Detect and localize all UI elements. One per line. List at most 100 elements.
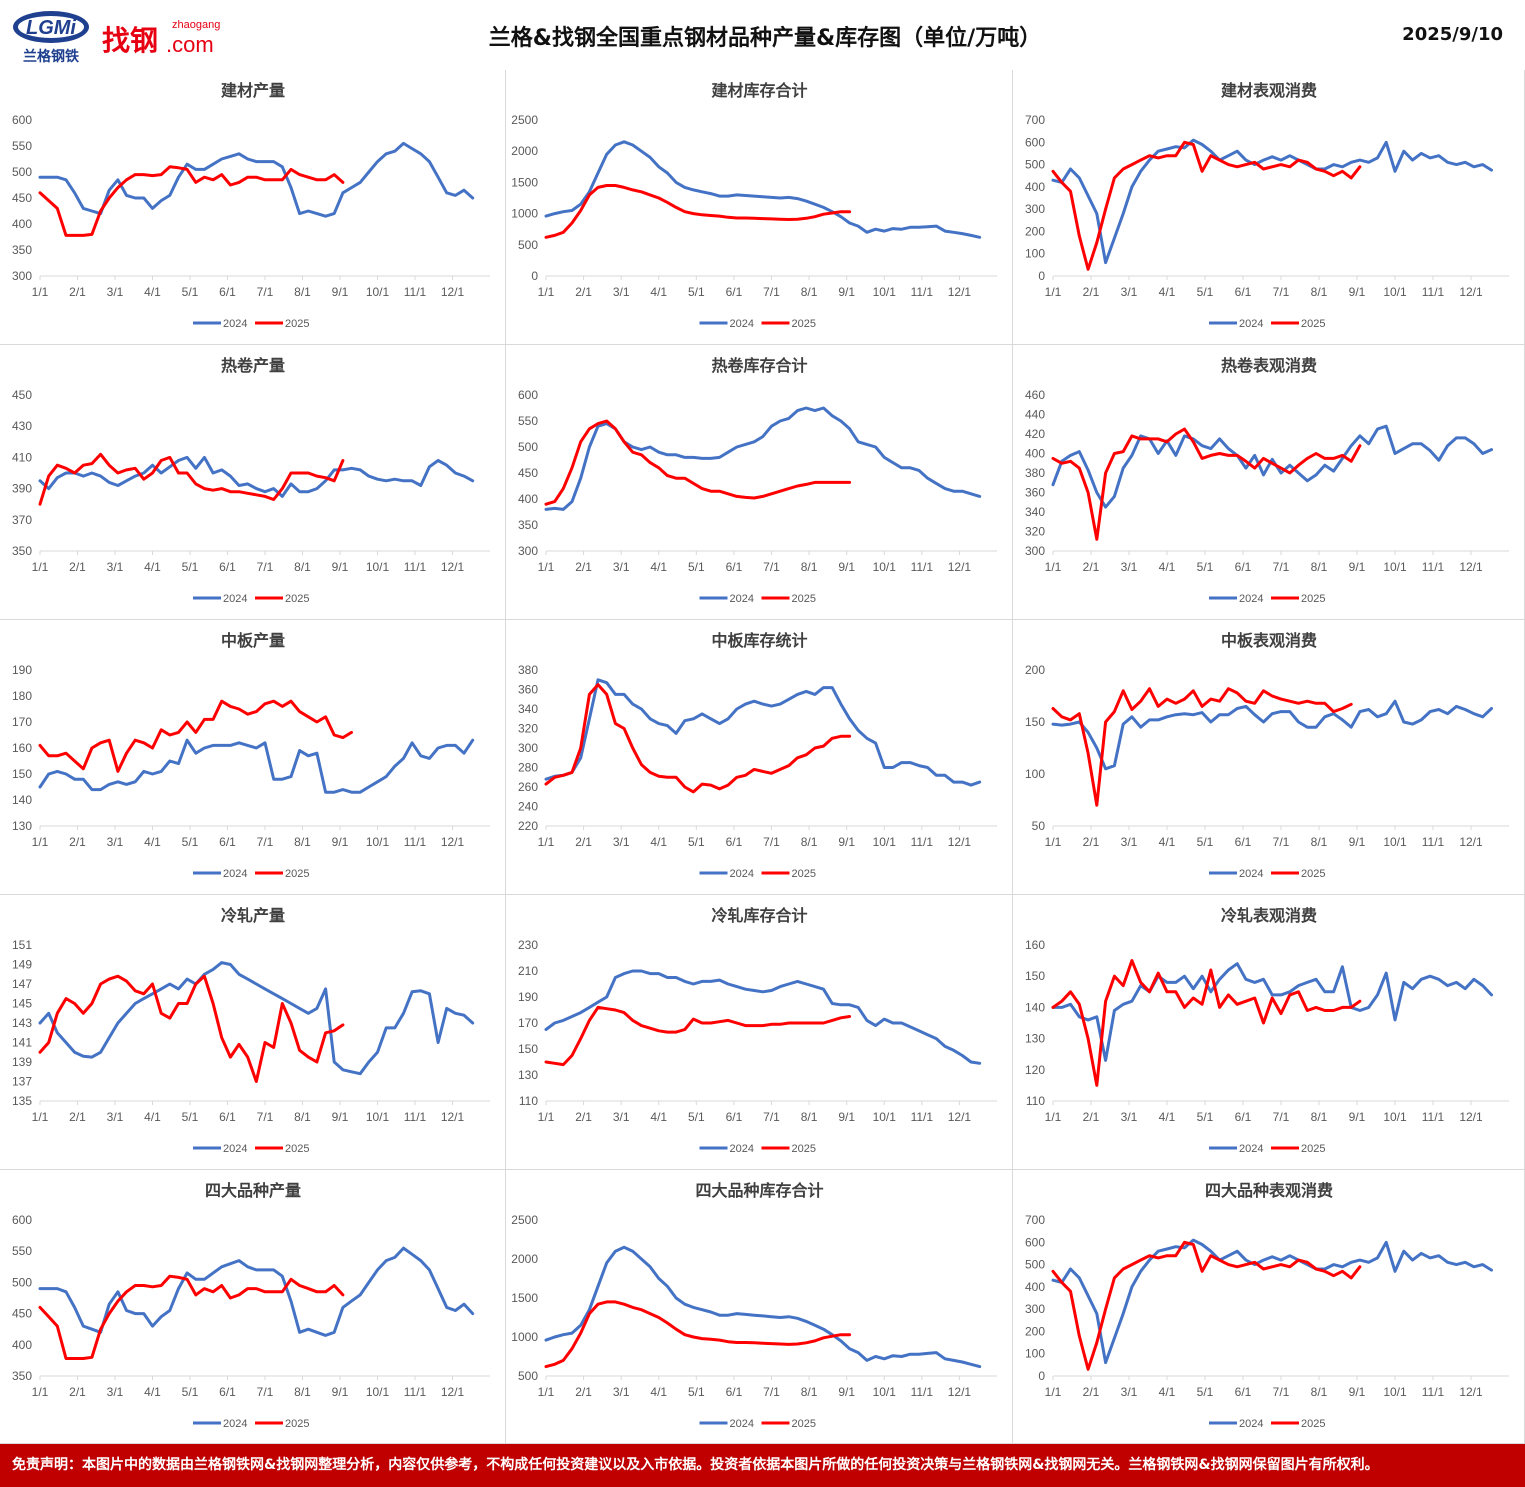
x-tick-label: 3/1	[107, 1110, 124, 1124]
x-tick-label: 5/1	[182, 560, 199, 574]
x-tick-label: 10/1	[366, 1385, 390, 1399]
y-tick-label: 2000	[511, 144, 538, 158]
x-tick-label: 4/1	[144, 1110, 161, 1124]
x-tick-label: 10/1	[873, 285, 897, 299]
y-tick-label: 2500	[511, 113, 538, 127]
x-tick-label: 11/1	[1422, 285, 1445, 299]
x-tick-label: 2/1	[1083, 1385, 1100, 1399]
x-tick-label: 2/1	[575, 1385, 592, 1399]
x-tick-label: 8/1	[1311, 560, 1328, 574]
x-tick-label: 7/1	[1273, 285, 1290, 299]
y-tick-label: 400	[1025, 1280, 1045, 1294]
chart-title: 热卷产量	[221, 356, 285, 375]
chart-panel: 中板产量 130 140 150 160 170 180 190 1/1 2/1 3/1 4/1 5/1…	[0, 620, 506, 895]
x-tick-label: 10/1	[366, 835, 390, 849]
legend-label-2024: 2024	[730, 868, 754, 880]
x-tick-label: 6/1	[726, 835, 743, 849]
y-tick-label: 149	[12, 958, 32, 972]
x-tick-label: 4/1	[1159, 285, 1176, 299]
x-tick-label: 4/1	[1159, 1385, 1176, 1399]
chart-panel: 热卷产量 350 370 390 410 430 450 1/1 2/1 3/1 4/1 5/1 6/1…	[0, 345, 506, 620]
chart-panel: 冷轧表观消费 110 120 130 140 150 160 1/1 2/1 3/1 4/1 5/1 6…	[1013, 895, 1525, 1170]
legend-label-2024: 2024	[223, 593, 247, 605]
y-tick-label: 1000	[511, 207, 538, 221]
x-tick-label: 9/1	[332, 835, 349, 849]
chart-svg: 建材库存合计 0 500 1000 1500 2000 2500 1/1 2/1 3/1 4/1 5/…	[511, 81, 997, 330]
disclaimer-footer: 免责声明：本图片中的数据由兰格钢铁网&找钢网整理分析，内容仅供参考，不构成任何投…	[0, 1444, 1525, 1487]
series-line-2025	[1051, 1240, 1362, 1371]
x-tick-label: 1/1	[1045, 285, 1062, 299]
chart-svg: 冷轧库存合计 110 130 150 170 190 210 230 1/1 2/1 3/1 4/1 5…	[518, 906, 997, 1155]
series-line-2024	[38, 141, 475, 218]
chart-svg: 建材表观消费 0 100 200 300 400 500 600 700 1/1 2/1 3/1 4/1…	[1025, 81, 1509, 330]
y-tick-label: 200	[1025, 1324, 1045, 1338]
x-tick-label: 1/1	[538, 285, 555, 299]
x-tick-label: 2/1	[575, 835, 592, 849]
x-tick-label: 5/1	[688, 285, 705, 299]
x-tick-label: 1/1	[538, 1110, 555, 1124]
y-tick-label: 440	[1025, 408, 1045, 422]
y-tick-label: 430	[12, 419, 32, 433]
y-tick-label: 320	[518, 722, 538, 736]
x-tick-label: 1/1	[32, 1385, 49, 1399]
x-tick-label: 10/1	[873, 1110, 897, 1124]
x-tick-label: 6/1	[1235, 1110, 1252, 1124]
x-tick-label: 7/1	[1273, 835, 1290, 849]
x-tick-label: 8/1	[1311, 835, 1328, 849]
x-tick-label: 4/1	[650, 560, 667, 574]
x-tick-label: 9/1	[332, 1385, 349, 1399]
y-tick-label: 130	[1025, 1032, 1045, 1046]
chart-panel: 热卷库存合计 300 350 400 450 500 550 600 1/1 2/1 3/1 4/1 5…	[506, 345, 1013, 620]
x-tick-label: 5/1	[688, 1110, 705, 1124]
x-tick-label: 4/1	[650, 835, 667, 849]
logo-zg-pinyin: zhaogang	[172, 19, 220, 31]
x-tick-label: 9/1	[1349, 560, 1366, 574]
y-tick-label: 130	[12, 819, 32, 833]
x-tick-label: 5/1	[688, 560, 705, 574]
y-tick-label: 550	[12, 139, 32, 153]
x-tick-label: 6/1	[1235, 560, 1252, 574]
x-tick-label: 10/1	[366, 1110, 390, 1124]
x-tick-label: 8/1	[1311, 1385, 1328, 1399]
x-tick-label: 2/1	[575, 1110, 592, 1124]
series-line-2024	[1051, 1238, 1493, 1365]
x-tick-label: 10/1	[873, 1385, 897, 1399]
x-tick-label: 2/1	[575, 560, 592, 574]
legend-label-2025: 2025	[792, 1418, 816, 1430]
chart-title: 四大品种表观消费	[1205, 1181, 1333, 1200]
chart-svg: 冷轧表观消费 110 120 130 140 150 160 1/1 2/1 3/1 4/1 5/1 6…	[1025, 906, 1509, 1155]
y-tick-label: 400	[518, 492, 538, 506]
x-tick-label: 8/1	[801, 1385, 818, 1399]
series-line-2024	[1051, 424, 1493, 509]
x-tick-label: 5/1	[688, 835, 705, 849]
chart-svg: 热卷产量 350 370 390 410 430 450 1/1 2/1 3/1 4/1 5/1 6/1…	[12, 356, 490, 605]
chart-svg: 冷轧产量 135 137 139 141 143 145 147 149 151 1/1 2/1 3/1…	[12, 906, 490, 1155]
x-tick-label: 6/1	[1235, 1385, 1252, 1399]
legend-label-2024: 2024	[1239, 1418, 1263, 1430]
x-tick-label: 10/1	[873, 835, 897, 849]
x-tick-label: 11/1	[404, 835, 427, 849]
y-tick-label: 450	[12, 191, 32, 205]
series-line-2025	[1051, 687, 1353, 807]
x-tick-label: 7/1	[1273, 1110, 1290, 1124]
chart-panel: 四大品种库存合计 500 1000 1500 2000 2500 1/1 2/1 3/1 4/1 5…	[506, 1170, 1013, 1444]
legend-label-2024: 2024	[1239, 318, 1263, 330]
x-tick-label: 3/1	[613, 835, 630, 849]
chart-title: 中板库存统计	[711, 631, 807, 650]
chart-title: 建材产量	[221, 81, 285, 100]
legend-label-2024: 2024	[223, 1143, 247, 1155]
x-tick-label: 4/1	[650, 1385, 667, 1399]
legend-label-2025: 2025	[1301, 593, 1325, 605]
y-tick-label: 600	[12, 113, 32, 127]
y-tick-label: 190	[12, 663, 32, 677]
series-line-2025	[38, 165, 345, 237]
x-tick-label: 9/1	[332, 560, 349, 574]
y-tick-label: 130	[518, 1068, 538, 1082]
series-line-2025	[544, 1005, 852, 1067]
legend-label-2024: 2024	[730, 318, 754, 330]
x-tick-label: 4/1	[144, 835, 161, 849]
y-tick-label: 320	[1025, 525, 1045, 539]
x-tick-label: 10/1	[1383, 1110, 1407, 1124]
x-tick-label: 2/1	[1083, 285, 1100, 299]
chart-panel: 四大品种表观消费 0 100 200 300 400 500 600 700 1/1 2/1 3/1 4…	[1013, 1170, 1525, 1444]
